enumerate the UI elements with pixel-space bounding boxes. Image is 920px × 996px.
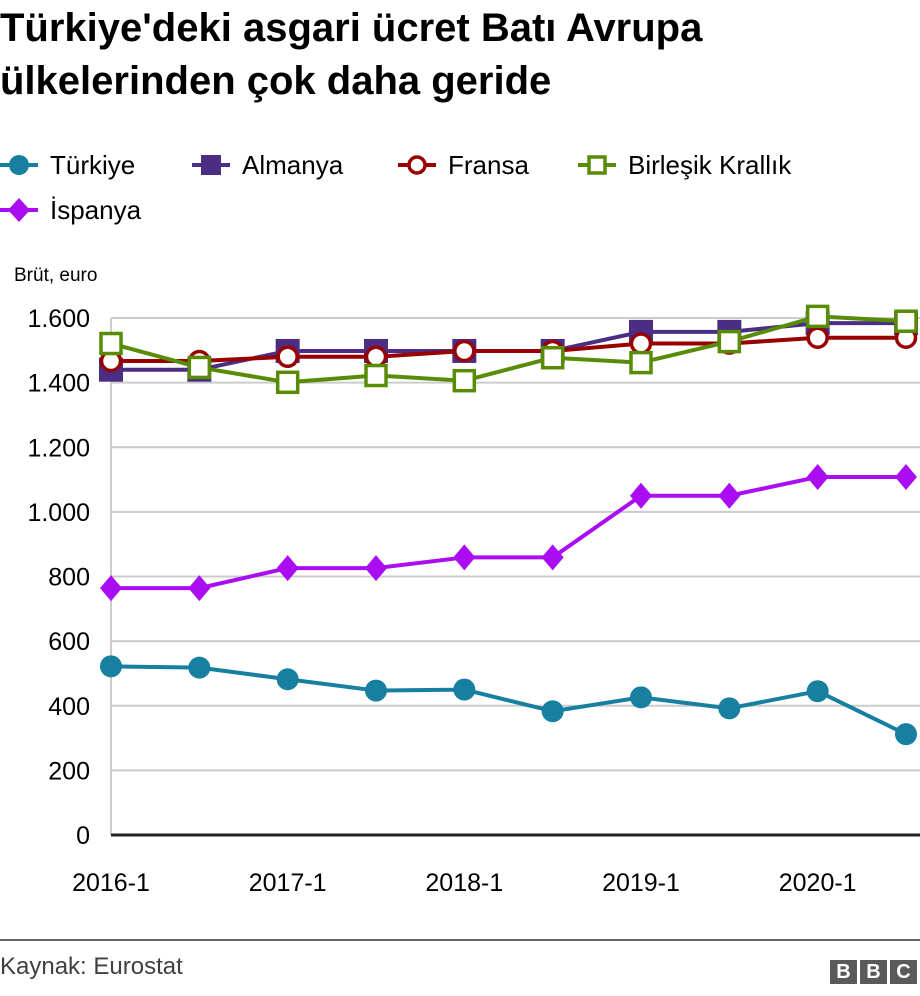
x-axis-ticks: 2016-1 2017-1 2018-1 2019-1 2020-1 — [72, 869, 857, 897]
data-point — [187, 355, 212, 380]
data-point — [365, 555, 387, 582]
data-point — [188, 575, 211, 602]
bbc-logo-letter: C — [890, 960, 917, 984]
x-tick-label: 2017-1 — [249, 869, 327, 897]
x-tick-label: 2018-1 — [425, 869, 503, 897]
y-tick-label: 400 — [48, 693, 90, 721]
x-tick-label: 2019-1 — [602, 869, 680, 897]
open-circle-marker-icon — [398, 155, 436, 175]
data-point — [805, 304, 830, 329]
data-point — [100, 655, 122, 678]
data-point — [275, 370, 300, 395]
series-line — [111, 335, 906, 363]
data-point — [188, 656, 211, 679]
data-point — [895, 463, 917, 490]
legend-item-turkiye[interactable]: Türkiye — [0, 150, 135, 180]
gridlines — [110, 317, 920, 837]
data-point — [364, 363, 388, 388]
source-label: Kaynak: Eurostat — [0, 953, 183, 980]
data-point — [718, 697, 741, 720]
series-i-spanya — [100, 463, 917, 602]
legend-label: Türkiye — [50, 149, 136, 180]
data-point — [540, 345, 565, 370]
y-tick-label: 1.400 — [27, 370, 90, 398]
line-chart: Brüt, euro 0 200 400 600 800 1.000 1.200 1.400 1… — [14, 265, 920, 897]
data-point — [276, 555, 299, 582]
series-line — [111, 474, 906, 591]
y-tick-label: 600 — [48, 628, 90, 656]
series-birle-ik-krall-k — [99, 304, 918, 395]
diamond-marker-icon — [0, 198, 38, 222]
y-tick-label: 1.600 — [27, 305, 90, 333]
data-point — [630, 686, 652, 709]
data-point — [894, 309, 918, 333]
footer-divider — [0, 939, 920, 941]
legend-item-fransa[interactable]: Fransa — [398, 150, 529, 180]
series-group — [99, 304, 918, 746]
data-point — [364, 345, 388, 369]
legend-item-ispanya[interactable]: İspanya — [0, 195, 141, 225]
data-point — [717, 329, 742, 354]
legend-label: Birleşik Krallık — [628, 149, 792, 180]
square-marker-icon — [192, 155, 230, 175]
data-point — [718, 482, 741, 509]
legend-label: Fransa — [448, 149, 529, 180]
legend: Türkiye Almanya Fransa Birleşik Krallık … — [0, 145, 920, 235]
chart-title: Türkiye'deki asgari ücret Batı Avrupa ül… — [0, 6, 703, 103]
x-tick-label: 2020-1 — [779, 869, 857, 897]
series-line — [111, 321, 906, 372]
data-point — [541, 544, 564, 571]
data-point — [365, 679, 387, 702]
bbc-logo-letter: B — [860, 960, 887, 984]
series-line — [110, 314, 907, 385]
data-point — [453, 339, 476, 363]
y-axis-ticks: 0 200 400 600 800 1.000 1.200 1.400 1.600 — [27, 305, 90, 850]
data-point — [99, 331, 123, 356]
data-point — [452, 368, 477, 393]
y-tick-label: 0 — [76, 822, 90, 850]
data-point — [276, 345, 299, 369]
data-point — [629, 350, 653, 375]
bbc-logo-letter: B — [830, 960, 857, 984]
series-line — [110, 664, 907, 736]
legend-item-birlesik-krallik[interactable]: Birleşik Krallık — [578, 150, 791, 180]
x-tick-label: 2016-1 — [72, 869, 150, 897]
y-tick-label: 200 — [48, 757, 90, 785]
data-point — [806, 680, 829, 703]
data-point — [276, 668, 299, 691]
y-tick-label: 1.000 — [27, 499, 90, 527]
y-tick-label: 1.200 — [27, 434, 90, 462]
data-point — [453, 678, 476, 701]
data-point — [895, 723, 917, 746]
legend-label: İspanya — [50, 194, 142, 225]
data-point — [100, 575, 122, 602]
data-point — [806, 326, 829, 349]
data-point — [629, 332, 653, 355]
data-point — [453, 544, 476, 571]
legend-item-almanya[interactable]: Almanya — [192, 150, 343, 180]
legend-label: Almanya — [242, 149, 344, 180]
data-point — [630, 482, 652, 509]
y-axis-unit-label: Brüt, euro — [14, 265, 97, 286]
series-t-rkiye — [100, 655, 917, 746]
circle-marker-icon — [0, 155, 38, 175]
y-tick-label: 800 — [48, 564, 90, 592]
open-square-marker-icon — [578, 155, 616, 175]
bbc-logo: B B C — [830, 960, 917, 984]
data-point — [806, 463, 829, 490]
data-point — [541, 700, 564, 723]
